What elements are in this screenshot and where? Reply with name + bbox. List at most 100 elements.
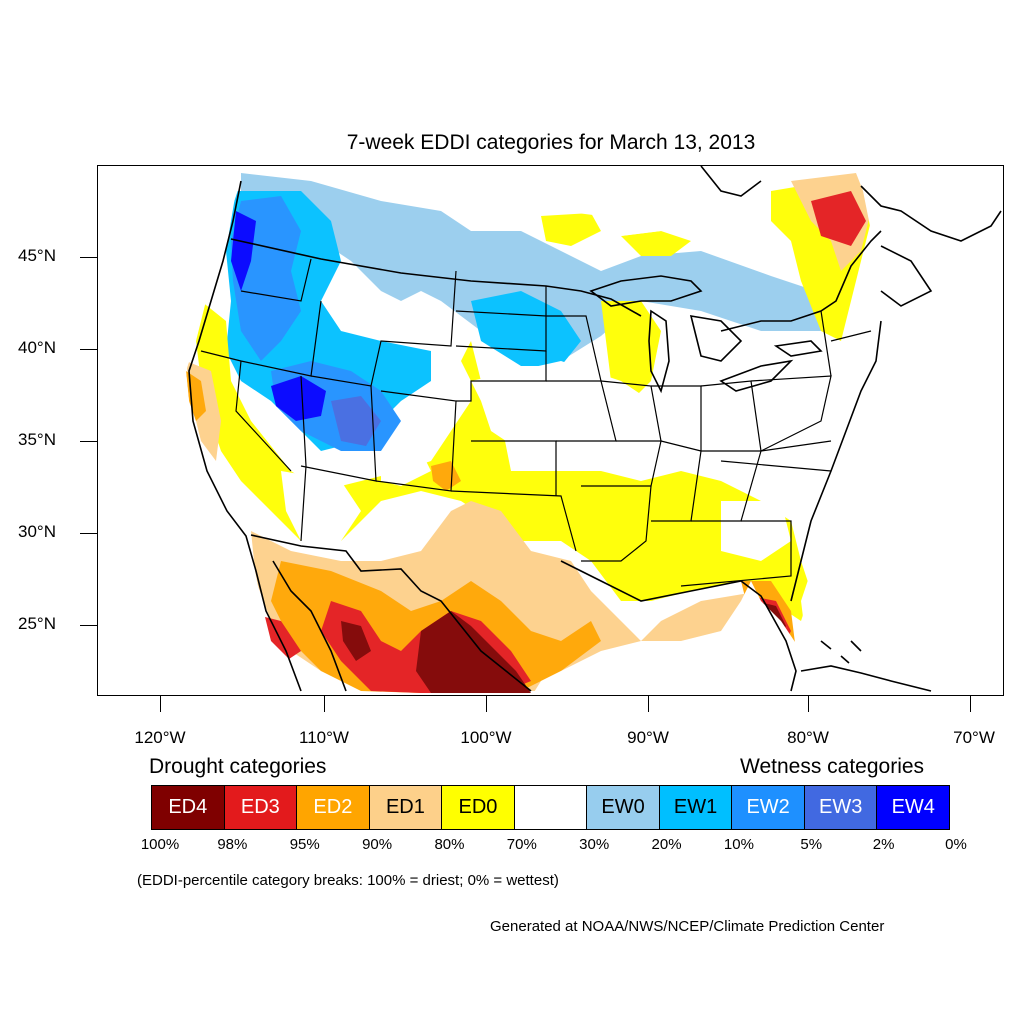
- lon-label-120w: 120°W: [134, 728, 186, 747]
- legend-swatch-ew2: EW2: [732, 786, 805, 829]
- state-line: [581, 485, 652, 562]
- legend-swatch-ed4: ED4: [152, 786, 225, 829]
- mexico-coast: [272, 560, 347, 692]
- state-line: [450, 490, 577, 552]
- dry-region-ed2: [186, 371, 206, 421]
- wet-region-ew4: [231, 211, 256, 291]
- us-canada-border: [720, 230, 882, 332]
- lake-michigan: [648, 309, 670, 394]
- wet-region-ew3: [331, 396, 381, 446]
- legend-break-label: 0%: [945, 836, 967, 853]
- legend-break-label: 5%: [800, 836, 823, 853]
- legend-wetness-heading: Wetness categories: [740, 755, 925, 778]
- lon-tick: [486, 696, 487, 712]
- legend-swatch-ed1: ED1: [369, 786, 443, 829]
- legend-breaks: 100% 98% 95% 90% 80% 70% 30% 20% 10% 5% 2% 0%: [0, 836, 1024, 856]
- legend-swatch-ed2: ED2: [297, 786, 370, 829]
- legend-swatch-ed3: ED3: [224, 786, 298, 829]
- lat-label-25n: 25°N: [18, 614, 56, 633]
- state-line: [720, 460, 832, 472]
- lake-huron: [689, 315, 743, 362]
- lat-label-30n: 30°N: [18, 522, 56, 541]
- state-line: [300, 375, 307, 542]
- wet-region-ew4: [271, 376, 326, 421]
- legend-break-label: 20%: [651, 836, 682, 853]
- wet-region-ew0: [241, 173, 831, 361]
- lat-tick: [80, 441, 97, 442]
- dry-region-ed0: [541, 213, 601, 246]
- lat-tick: [80, 625, 97, 626]
- lon-label-100w: 100°W: [460, 728, 512, 747]
- map-title: 7-week EDDI categories for March 13, 201…: [346, 131, 756, 154]
- legend-swatch-ew4: EW4: [877, 786, 950, 829]
- state-line: [651, 440, 702, 522]
- state-line: [691, 450, 762, 522]
- gulf-coast: [560, 560, 797, 692]
- canada-coast: [880, 245, 933, 307]
- legend-break-label: 98%: [217, 836, 248, 853]
- category-breaks-note: (EDDI-percentile category breaks: 100% =…: [137, 872, 559, 889]
- state-line: [240, 258, 312, 302]
- legend-break-label: 30%: [579, 836, 610, 853]
- legend-colorbar: ED4 ED3 ED2 ED1 ED0 EW0 EW1 EW2 EW3 EW4: [151, 785, 950, 830]
- boundaries: [188, 166, 1002, 692]
- lat-tick: [80, 257, 97, 258]
- legend-break-label: 100%: [140, 836, 180, 853]
- dry-region-ed2: [431, 461, 461, 491]
- lat-tick: [80, 349, 97, 350]
- us-canada-border: [230, 238, 642, 317]
- state-line: [200, 300, 322, 377]
- state-line: [546, 380, 617, 442]
- neutral-region: [721, 501, 791, 561]
- lat-label-40n: 40°N: [18, 338, 56, 357]
- lon-tick: [324, 696, 325, 712]
- wet-region-ew1: [471, 291, 581, 366]
- dry-region-ed4: [416, 611, 531, 693]
- legend-break-label: 90%: [362, 836, 393, 853]
- state-line: [456, 351, 547, 402]
- legend-swatch-ew0: EW0: [587, 786, 660, 829]
- state-line: [680, 520, 792, 587]
- pacific-coast: [188, 180, 302, 692]
- legend-break-label: 80%: [434, 836, 465, 853]
- dry-region-ed0: [621, 231, 691, 256]
- legend-swatch-ew1: EW1: [659, 786, 733, 829]
- lat-label-35n: 35°N: [18, 430, 56, 449]
- lon-tick: [970, 696, 971, 712]
- lat-label-45n: 45°N: [18, 246, 56, 265]
- dry-region-ed0: [196, 301, 811, 621]
- bahamas: [820, 640, 862, 664]
- legend-swatch-neutral: [514, 786, 588, 829]
- lake-ontario: [773, 340, 823, 357]
- lon-tick: [648, 696, 649, 712]
- cuba-coast: [800, 665, 932, 692]
- legend-break-label: 10%: [723, 836, 754, 853]
- lon-tick: [808, 696, 809, 712]
- legend-drought-heading: Drought categories: [149, 755, 327, 778]
- lon-label-110w: 110°W: [299, 728, 349, 747]
- state-line: [581, 440, 662, 487]
- state-line: [546, 315, 602, 382]
- dry-region-ed3: [261, 616, 301, 661]
- dry-region-ed0: [601, 301, 661, 401]
- legend-swatch-ed0: ED0: [442, 786, 515, 829]
- lon-label-70w: 70°W: [953, 728, 995, 747]
- neutral-region: [381, 451, 431, 486]
- lon-label-90w: 90°W: [627, 728, 669, 747]
- lon-tick: [160, 696, 161, 712]
- dry-region-ed4: [341, 621, 371, 661]
- state-line: [235, 360, 292, 472]
- lat-tick: [80, 533, 97, 534]
- canada-coast: [860, 185, 1002, 242]
- legend-swatch-ew3: EW3: [804, 786, 878, 829]
- lake-erie: [719, 359, 794, 392]
- state-line: [375, 390, 457, 492]
- canada-coast: [700, 166, 762, 197]
- atlantic-coast: [790, 320, 882, 602]
- lake-superior: [589, 275, 703, 307]
- legend-break-label: 95%: [289, 836, 320, 853]
- credit-line: Generated at NOAA/NWS/NCEP/Climate Predi…: [490, 918, 885, 935]
- neutral-region: [281, 471, 361, 541]
- state-line: [750, 375, 832, 452]
- us-mexico-border: [250, 534, 532, 692]
